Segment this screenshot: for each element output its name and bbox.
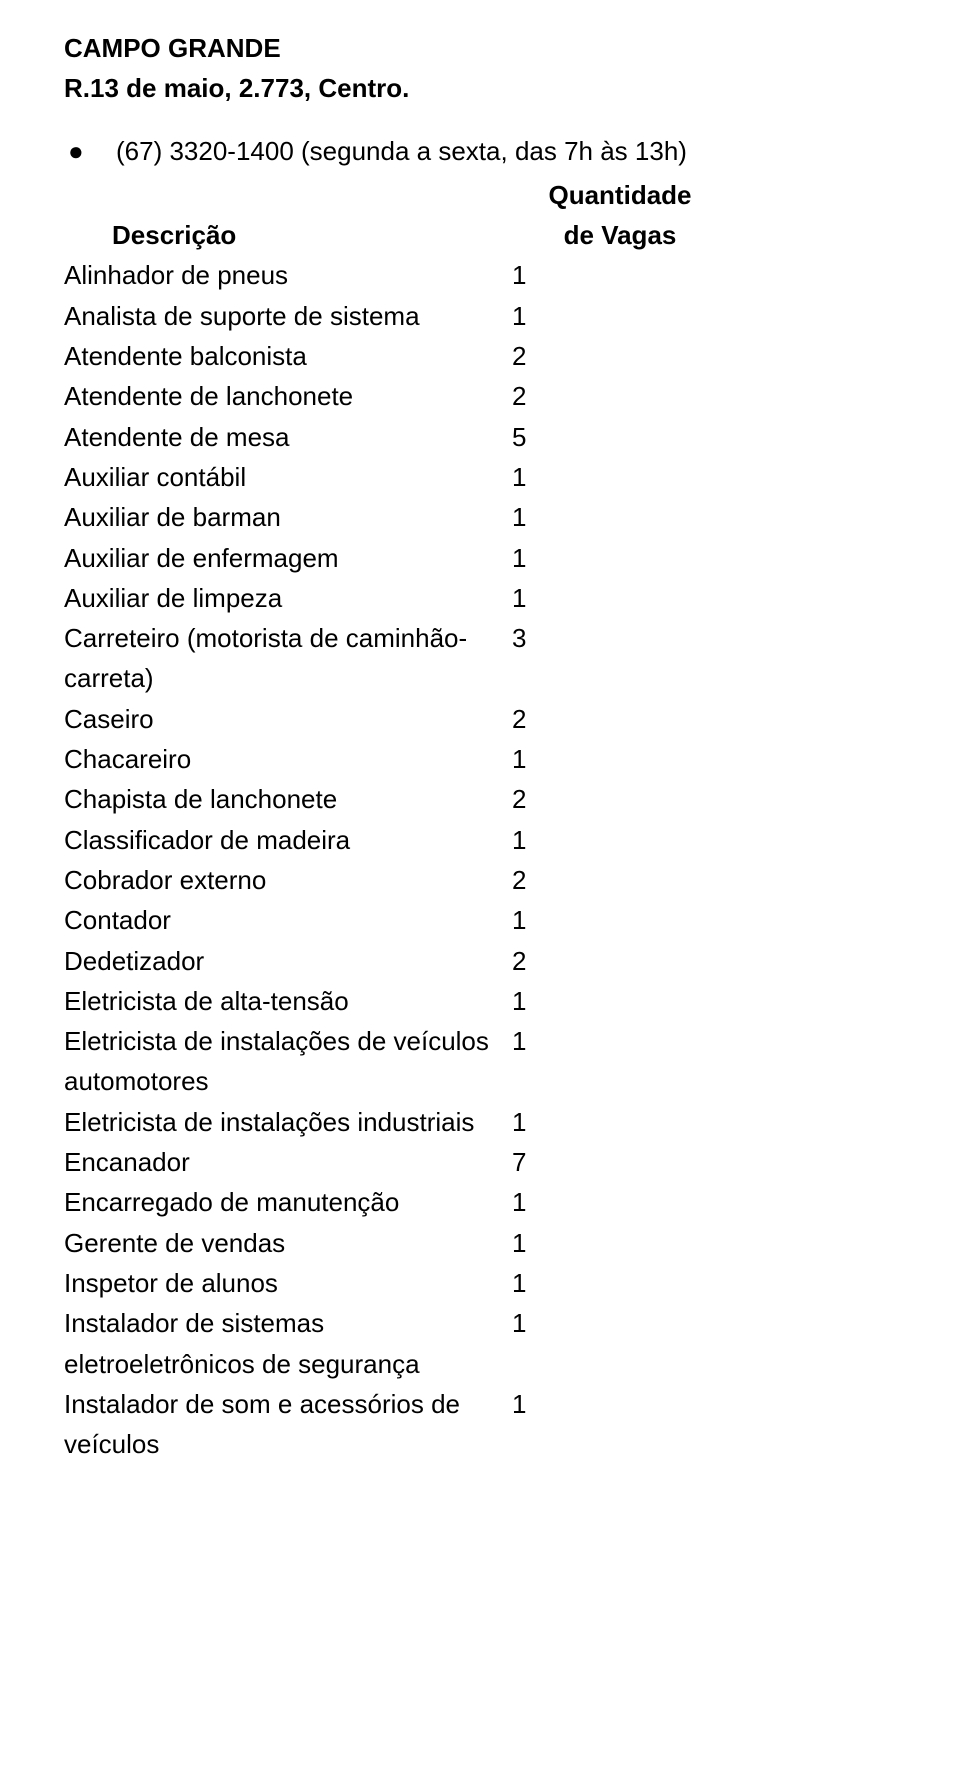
table-row: Auxiliar de limpeza1 — [64, 578, 896, 618]
row-value: 1 — [510, 1223, 732, 1263]
table-row: Auxiliar de enfermagem1 — [64, 538, 896, 578]
table-row: Contador1 — [64, 900, 896, 940]
row-value: 1 — [510, 538, 732, 578]
row-value: 1 — [510, 497, 732, 537]
row-value: 1 — [510, 1182, 732, 1222]
row-value: 1 — [510, 1303, 732, 1384]
row-value: 5 — [510, 417, 732, 457]
row-value: 1 — [510, 578, 732, 618]
table-row: Auxiliar contábil1 — [64, 457, 896, 497]
table-row: Atendente de lanchonete2 — [64, 376, 896, 416]
row-label: Encarregado de manutenção — [64, 1182, 510, 1222]
row-value: 2 — [510, 860, 732, 900]
row-label: Instalador de sistemas eletroeletrônicos… — [64, 1303, 510, 1384]
row-label: Eletricista de instalações industriais — [64, 1102, 510, 1142]
row-value: 2 — [510, 779, 732, 819]
row-label: Eletricista de instalações de veículos a… — [64, 1021, 510, 1102]
phone-line-text: (67) 3320-1400 (segunda a sexta, das 7h … — [116, 131, 687, 171]
header-description: Descrição — [112, 220, 236, 250]
row-label: Classificador de madeira — [64, 820, 510, 860]
table-row: Dedetizador2 — [64, 941, 896, 981]
row-label: Atendente balconista — [64, 336, 510, 376]
table-row: Cobrador externo2 — [64, 860, 896, 900]
header-quantity-line1: Quantidade — [510, 175, 730, 215]
table-row: Eletricista de instalações industriais1 — [64, 1102, 896, 1142]
table-row: Eletricista de instalações de veículos a… — [64, 1021, 896, 1102]
table-row: Gerente de vendas1 — [64, 1223, 896, 1263]
table-row: Classificador de madeira1 — [64, 820, 896, 860]
row-value: 1 — [510, 296, 732, 336]
phone-line-row: ● (67) 3320-1400 (segunda a sexta, das 7… — [64, 131, 896, 171]
row-label: Alinhador de pneus — [64, 255, 510, 295]
table-row: Chapista de lanchonete2 — [64, 779, 896, 819]
row-value: 2 — [510, 376, 732, 416]
row-label: Chacareiro — [64, 739, 510, 779]
table-row: Encanador7 — [64, 1142, 896, 1182]
row-value: 1 — [510, 255, 732, 295]
row-label: Auxiliar de enfermagem — [64, 538, 510, 578]
table-row: Encarregado de manutenção1 — [64, 1182, 896, 1222]
row-value: 1 — [510, 1102, 732, 1142]
table-row: Eletricista de alta-tensão1 — [64, 981, 896, 1021]
table-row: Caseiro2 — [64, 699, 896, 739]
table-row: Atendente balconista2 — [64, 336, 896, 376]
row-label: Chapista de lanchonete — [64, 779, 510, 819]
row-value: 1 — [510, 739, 732, 779]
row-value: 2 — [510, 699, 732, 739]
row-label: Gerente de vendas — [64, 1223, 510, 1263]
page-subtitle: R.13 de maio, 2.773, Centro. — [64, 68, 896, 108]
row-label: Atendente de mesa — [64, 417, 510, 457]
row-value: 1 — [510, 820, 732, 860]
row-value: 2 — [510, 336, 732, 376]
table-body: Alinhador de pneus1Analista de suporte d… — [64, 255, 896, 1464]
bullet-icon: ● — [64, 131, 116, 171]
row-label: Caseiro — [64, 699, 510, 739]
header-quantity-line2: de Vagas — [510, 215, 730, 255]
table-row: Atendente de mesa5 — [64, 417, 896, 457]
row-value: 1 — [510, 1021, 732, 1102]
row-value: 1 — [510, 1384, 732, 1465]
table-row: Carreteiro (motorista de caminhão-carret… — [64, 618, 896, 699]
row-label: Cobrador externo — [64, 860, 510, 900]
row-value: 1 — [510, 900, 732, 940]
row-label: Auxiliar de barman — [64, 497, 510, 537]
row-value: 1 — [510, 457, 732, 497]
row-label: Auxiliar contábil — [64, 457, 510, 497]
table-row: Inspetor de alunos1 — [64, 1263, 896, 1303]
row-label: Contador — [64, 900, 510, 940]
row-value: 1 — [510, 1263, 732, 1303]
table-row: Auxiliar de barman1 — [64, 497, 896, 537]
page-title: CAMPO GRANDE — [64, 28, 896, 68]
row-label: Encanador — [64, 1142, 510, 1182]
row-value: 7 — [510, 1142, 732, 1182]
row-label: Eletricista de alta-tensão — [64, 981, 510, 1021]
row-label: Dedetizador — [64, 941, 510, 981]
row-label: Analista de suporte de sistema — [64, 296, 510, 336]
row-value: 3 — [510, 618, 732, 699]
table-row: Instalador de sistemas eletroeletrônicos… — [64, 1303, 896, 1384]
row-value: 2 — [510, 941, 732, 981]
row-value: 1 — [510, 981, 732, 1021]
table-row: Instalador de som e acessórios de veícul… — [64, 1384, 896, 1465]
table-row: Alinhador de pneus1 — [64, 255, 896, 295]
row-label: Atendente de lanchonete — [64, 376, 510, 416]
row-label: Auxiliar de limpeza — [64, 578, 510, 618]
row-label: Inspetor de alunos — [64, 1263, 510, 1303]
row-label: Instalador de som e acessórios de veícul… — [64, 1384, 510, 1465]
row-label: Carreteiro (motorista de caminhão-carret… — [64, 618, 510, 699]
table-row: Chacareiro1 — [64, 739, 896, 779]
table-row: Analista de suporte de sistema1 — [64, 296, 896, 336]
table-header-row: Descrição Quantidade de Vagas — [64, 175, 896, 256]
